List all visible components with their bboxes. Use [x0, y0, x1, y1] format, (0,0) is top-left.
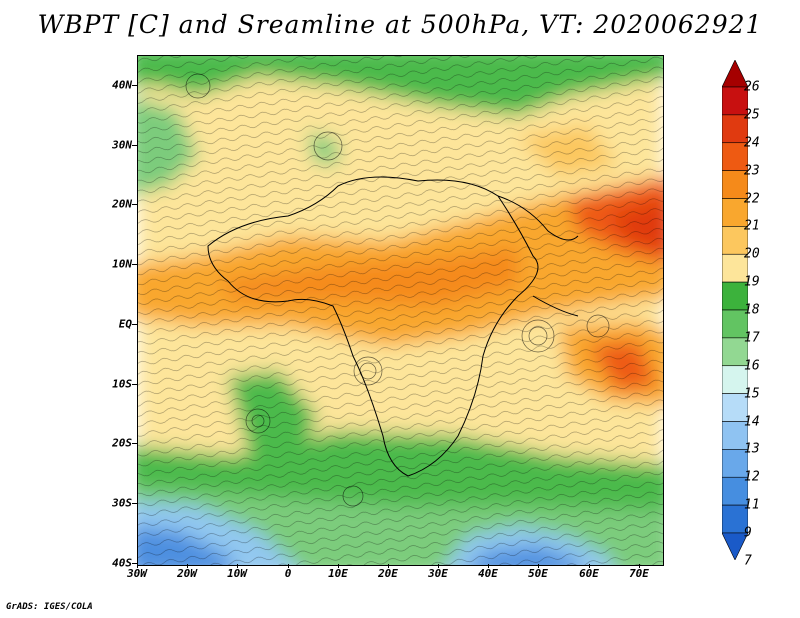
- colorbar-label: 16: [744, 358, 760, 374]
- colorbar-label: 7: [744, 553, 752, 569]
- lat-tickmark: [132, 563, 137, 564]
- colorbar-box: [722, 449, 748, 478]
- lon-label: 20W: [177, 567, 197, 580]
- colorbar-label: 14: [744, 414, 760, 429]
- lon-tickmark: [187, 564, 188, 568]
- chart-title: WBPT [C] and Sreamline at 500hPa, VT: 20…: [37, 10, 763, 39]
- lon-tickmark: [438, 564, 439, 568]
- lat-label: 20S: [112, 436, 132, 450]
- colorbar-label: 17: [744, 330, 760, 346]
- colorbar-bottom-triangle: [722, 532, 748, 560]
- lon-label: 20E: [378, 567, 398, 580]
- colorbar-box: [722, 421, 748, 450]
- colorbar-box: [722, 393, 748, 422]
- colorbar-label: 19: [744, 274, 760, 290]
- lon-label: 10W: [227, 567, 247, 580]
- colorbar-label: 23: [744, 163, 760, 179]
- colorbar-label: 18: [744, 302, 760, 318]
- colorbar-box: [722, 504, 748, 534]
- colorbar-box: [722, 142, 748, 171]
- lat-label: 10N: [112, 257, 132, 271]
- lon-label: 30W: [127, 567, 147, 580]
- lat-tickmark: [132, 264, 137, 265]
- lat-label: 20N: [112, 197, 132, 211]
- lat-label: 10S: [112, 377, 132, 391]
- colorbar-label: 22: [744, 191, 760, 206]
- lon-tickmark: [338, 564, 339, 568]
- colorbar-label: 26: [744, 79, 760, 95]
- lon-label: 0: [284, 567, 292, 580]
- lat-tickmark: [132, 85, 137, 86]
- map-field-svg: [138, 56, 663, 565]
- lon-label: 60E: [579, 567, 599, 580]
- colorbar-label: 21: [744, 218, 760, 234]
- colorbar-label: 15: [744, 386, 760, 402]
- colorbar-label: 25: [744, 107, 760, 123]
- colorbar-label: 12: [744, 469, 760, 485]
- colorbar-box: [722, 86, 748, 116]
- lat-tickmark: [132, 443, 137, 444]
- lat-label: 30N: [112, 138, 132, 152]
- lon-tickmark: [237, 564, 238, 568]
- lat-tickmark: [132, 384, 137, 385]
- lat-label: 40N: [112, 78, 132, 92]
- colorbar: [722, 60, 748, 560]
- colorbar-box: [722, 281, 748, 311]
- colorbar-label: 24: [744, 135, 760, 151]
- lon-label: 70E: [629, 567, 649, 580]
- lon-label: 50E: [528, 567, 548, 580]
- lat-tickmark: [132, 145, 137, 146]
- credit-text: GrADS: IGES/COLA: [6, 602, 93, 612]
- lon-tickmark: [288, 564, 289, 568]
- lon-label: 30E: [428, 567, 448, 580]
- lat-tickmark: [132, 204, 137, 205]
- lat-label: EQ: [118, 317, 132, 331]
- lon-tickmark: [488, 564, 489, 568]
- colorbar-box: [722, 365, 748, 394]
- colorbar-label: 13: [744, 441, 760, 457]
- lon-label: 10E: [328, 567, 348, 580]
- colorbar-label: 11: [744, 497, 760, 513]
- colorbar-label: 9: [744, 525, 752, 541]
- lat-tickmark: [132, 324, 137, 325]
- lon-label: 40E: [478, 567, 498, 580]
- coastlines: [207, 176, 579, 477]
- lon-tickmark: [137, 564, 138, 568]
- lon-tickmark: [589, 564, 590, 568]
- lat-tickmark: [132, 503, 137, 504]
- colorbar-box: [722, 170, 748, 199]
- lon-tickmark: [388, 564, 389, 568]
- streamlines: [138, 56, 663, 565]
- colorbar-box: [722, 114, 748, 144]
- colorbar-box: [722, 337, 748, 367]
- lon-tickmark: [538, 564, 539, 568]
- colorbar-boxes: [722, 60, 748, 560]
- colorbar-label: 20: [744, 246, 760, 262]
- colorbar-box: [722, 198, 748, 227]
- lon-tickmark: [639, 564, 640, 568]
- map-panel: [137, 55, 664, 566]
- lat-label: 40S: [112, 556, 132, 570]
- lat-label: 30S: [112, 496, 132, 510]
